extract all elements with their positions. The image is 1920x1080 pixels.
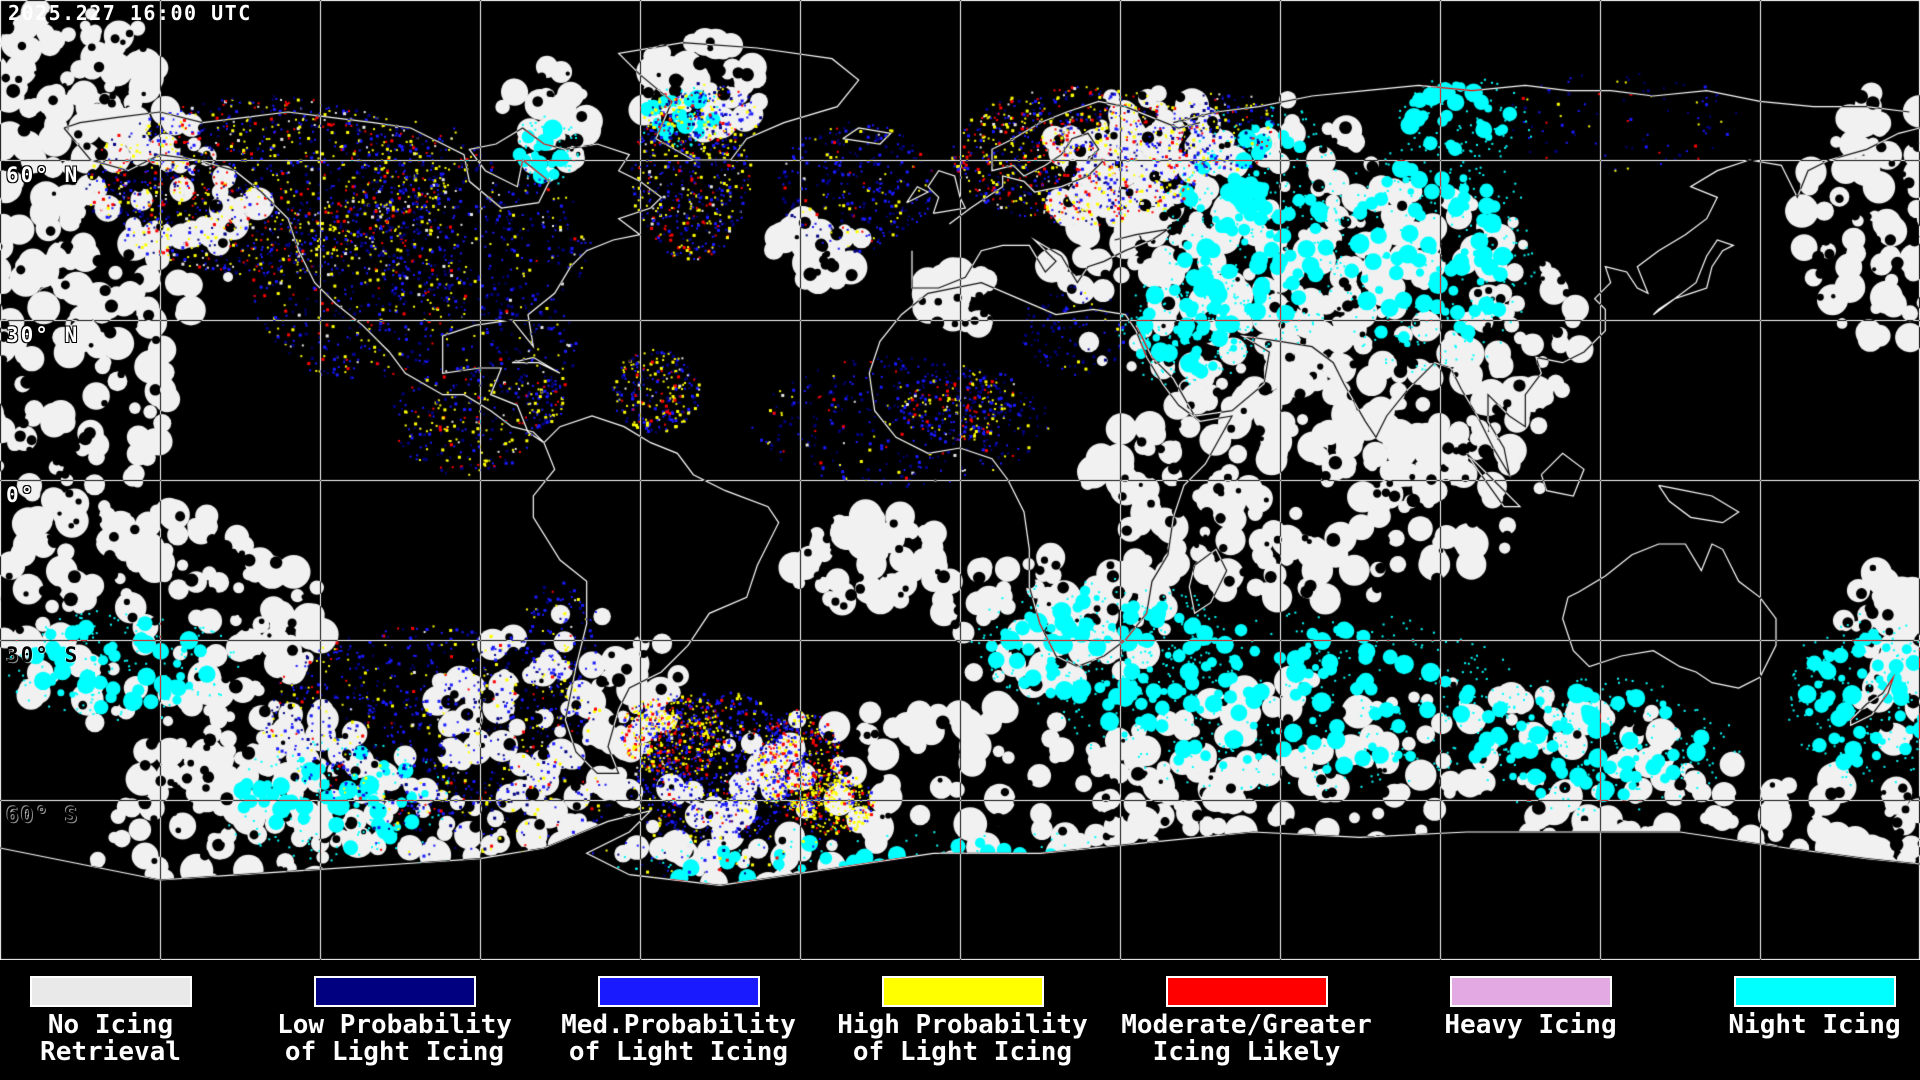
latitude-label: 60° N [6, 163, 80, 187]
legend-swatch [597, 976, 760, 1007]
legend-item-low-prob-light-icing: Low Probability of Light Icing [253, 976, 537, 1066]
legend-swatch [313, 976, 476, 1007]
legend-swatch [881, 976, 1044, 1007]
latitude-label: 30° S [6, 643, 80, 667]
legend-label: No Icing Retrieval [40, 1010, 181, 1067]
legend-label: Heavy Icing [1444, 1010, 1617, 1040]
legend-label: High Probability of Light Icing [837, 1010, 1088, 1067]
legend-swatch [1165, 976, 1328, 1007]
legend-swatch [1449, 976, 1612, 1007]
latitude-label: 60° S [6, 803, 80, 827]
latitude-label: 30° N [6, 323, 80, 347]
legend-item-no-icing-retrieval: No Icing Retrieval [0, 976, 253, 1066]
legend-item-night-icing: Night Icing [1673, 976, 1920, 1039]
world-icing-map [0, 0, 1920, 960]
legend-swatch [29, 976, 192, 1007]
legend-item-high-prob-light-icing: High Probability of Light Icing [821, 976, 1105, 1066]
timestamp-label: 2025.227 16:00 UTC [8, 1, 252, 25]
latitude-label: 0° [6, 483, 36, 507]
legend-label: Med.Probability of Light Icing [561, 1010, 796, 1067]
legend-item-med-prob-light-icing: Med.Probability of Light Icing [537, 976, 821, 1066]
legend-item-heavy-icing: Heavy Icing [1389, 976, 1673, 1039]
legend-bar: No Icing Retrieval Low Probability of Li… [0, 960, 1920, 1080]
legend-label: Night Icing [1728, 1010, 1901, 1040]
legend-label: Low Probability of Light Icing [277, 1010, 512, 1067]
legend-swatch [1733, 976, 1896, 1007]
legend-label: Moderate/Greater Icing Likely [1121, 1010, 1372, 1067]
legend-item-moderate-greater-icing: Moderate/Greater Icing Likely [1105, 976, 1389, 1066]
